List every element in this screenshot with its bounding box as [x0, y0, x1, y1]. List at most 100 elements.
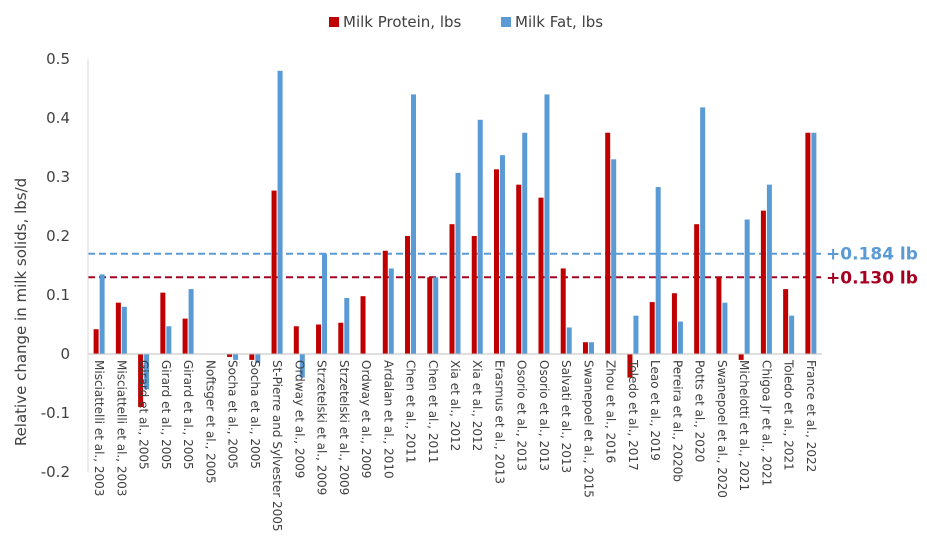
category-label: Girard et al., 2005: [137, 360, 151, 470]
protein-bar-3: [160, 292, 166, 354]
protein-bar-17: [471, 236, 477, 354]
category-label: Zhou et al., 2016: [604, 360, 618, 463]
y-axis: -0.2 -0.1 0 0.1 0.2 0.3 0.4 0.5: [41, 50, 70, 481]
protein-bar-7: [249, 354, 255, 360]
fat-bar-27: [700, 107, 706, 354]
y-tick-label: -0.1: [41, 404, 70, 422]
protein-bar-26: [671, 293, 677, 354]
fat-bar-9: [299, 354, 305, 378]
fat-bar-16: [455, 172, 461, 354]
fat-bar-29: [744, 219, 750, 354]
fat-bar-21: [566, 327, 572, 354]
category-label: Swanepoel et al., 2015: [581, 360, 595, 498]
reference-label-protein-average: +0.130 lb: [826, 268, 918, 288]
category-label: France et al., 2022: [804, 360, 818, 472]
protein-bar-28: [716, 277, 722, 354]
category-label: Erasmus et al., 2013: [492, 360, 506, 484]
protein-bar-11: [338, 322, 344, 354]
reference-annotations: +0.184 lb +0.130 lb: [826, 245, 918, 289]
category-label: Chen et al., 2011: [426, 360, 440, 463]
legend-swatch-milk-fat: [501, 17, 511, 27]
fat-bar-22: [588, 342, 594, 354]
legend: Milk Protein, lbs Milk Fat, lbs: [329, 13, 603, 31]
category-label: Potts et al., 2020: [693, 360, 707, 462]
fat-bar-23: [611, 159, 617, 354]
fat-bar-20: [544, 94, 550, 355]
category-label: Pereira et al., 2020b: [670, 360, 684, 482]
category-label: Strzetelski et al., 2009: [315, 360, 329, 495]
category-label: Strzetelski et al., 2009: [337, 360, 351, 495]
fat-bar-19: [522, 132, 528, 354]
y-tick-label: 0: [60, 345, 70, 363]
protein-bar-9: [293, 326, 299, 354]
reference-lines: [88, 252, 822, 279]
fat-bar-25: [655, 187, 661, 354]
fat-bar-32: [811, 132, 817, 354]
category-label: Girard et al., 2005: [159, 360, 173, 470]
protein-bar-1: [115, 302, 121, 354]
protein-bar-15: [427, 277, 433, 354]
category-label: Misciattelli et al., 2003: [92, 360, 106, 496]
legend-label-milk-protein: Milk Protein, lbs: [343, 13, 462, 31]
protein-bar-22: [582, 342, 588, 354]
fat-bar-30: [766, 184, 772, 354]
legend-label-milk-fat: Milk Fat, lbs: [515, 13, 603, 31]
protein-bar-23: [605, 132, 611, 354]
category-label: Michelotti et al., 2021: [737, 360, 751, 491]
category-label: Salvati et al., 2013: [559, 360, 573, 473]
fat-bar-6: [233, 354, 239, 360]
y-axis-label: Relative change in milk solids, lbs/d: [12, 178, 30, 446]
protein-bar-8: [271, 190, 277, 354]
fat-bar-0: [99, 274, 105, 354]
y-tick-label: 0.3: [46, 168, 70, 186]
category-label: Chigoa Jr et al., 2021: [759, 360, 773, 486]
y-tick-label: -0.2: [41, 463, 70, 481]
fat-bar-18: [499, 155, 505, 354]
protein-bar-14: [405, 236, 411, 354]
protein-bar-0: [93, 329, 99, 354]
protein-bar-27: [694, 224, 700, 354]
legend-swatch-milk-protein: [329, 17, 339, 27]
category-label: Xia et al., 2012: [470, 360, 484, 451]
category-label: Toledo et al., 2021: [782, 359, 796, 471]
fat-bar-28: [722, 302, 728, 354]
protein-bar-13: [382, 250, 388, 354]
category-label: Osorio et al., 2013: [515, 360, 529, 471]
category-label: Swanepoel et al., 2020: [715, 360, 729, 498]
protein-bar-12: [360, 296, 366, 354]
fat-bar-4: [188, 289, 194, 354]
category-label: Noftsger et al., 2005: [203, 360, 217, 484]
category-label: Toledo et al., 2017: [626, 359, 640, 471]
fat-bar-1: [121, 306, 127, 354]
protein-bar-31: [783, 289, 789, 354]
category-label: Chen et al., 2011: [404, 360, 418, 463]
fat-bar-8: [277, 70, 283, 355]
category-label: Misciattelli et al., 2003: [114, 360, 128, 496]
fat-bar-10: [322, 253, 328, 354]
protein-bar-21: [560, 268, 566, 354]
protein-bar-25: [649, 302, 655, 354]
protein-bar-2: [138, 354, 144, 408]
category-label: Ardalan et al., 2010: [381, 360, 395, 479]
category-label: Ordway et al., 2009: [292, 360, 306, 478]
category-label: Socha et al., 2005: [248, 360, 262, 469]
category-label: Osorio et al., 2013: [537, 360, 551, 471]
fat-bar-14: [411, 94, 417, 355]
protein-bar-16: [449, 224, 455, 354]
protein-bar-24: [627, 354, 633, 378]
y-tick-label: 0.5: [46, 50, 70, 68]
category-label: Socha et al., 2005: [226, 360, 240, 469]
category-label: St-Pierre and Sylvester 2005: [270, 360, 284, 532]
category-label: Xia et al., 2012: [448, 360, 462, 451]
protein-bar-18: [493, 169, 499, 354]
protein-bar-19: [516, 184, 522, 354]
protein-bar-32: [805, 132, 811, 354]
fat-bar-13: [388, 268, 394, 354]
fat-bar-26: [677, 321, 683, 354]
protein-bar-20: [538, 197, 544, 354]
fat-bar-15: [433, 277, 439, 354]
protein-bar-29: [738, 354, 744, 360]
fat-bar-17: [477, 119, 483, 355]
fat-bar-11: [344, 297, 350, 354]
